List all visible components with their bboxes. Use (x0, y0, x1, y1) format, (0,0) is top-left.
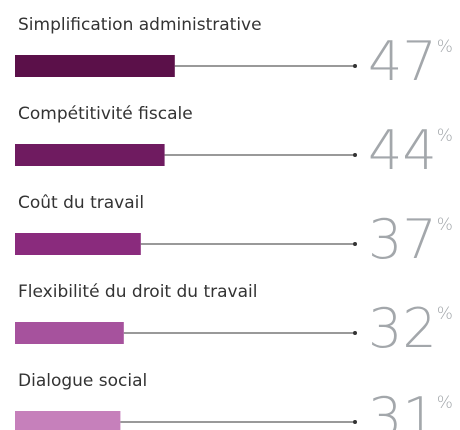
leader-dot (353, 64, 357, 68)
leader-dot (353, 153, 357, 157)
category-label: Simplification administrative (18, 15, 262, 35)
category-label: Dialogue social (18, 371, 147, 391)
category-label: Coût du travail (18, 193, 144, 213)
bar (15, 144, 165, 166)
category-label: Flexibilité du droit du travail (18, 282, 257, 302)
leader-dot (353, 331, 357, 335)
leader-dot (353, 242, 357, 246)
value-label: 47% (368, 30, 453, 93)
value-label: 32% (368, 297, 453, 360)
bar (15, 55, 175, 77)
bar (15, 322, 124, 344)
value-label: 37% (368, 208, 453, 271)
value-label: 31% (368, 386, 453, 430)
bar (15, 411, 121, 430)
category-label: Compétitivité fiscale (18, 104, 193, 124)
leader-dot (353, 420, 357, 424)
bar (15, 233, 141, 255)
value-label: 44% (368, 119, 453, 182)
